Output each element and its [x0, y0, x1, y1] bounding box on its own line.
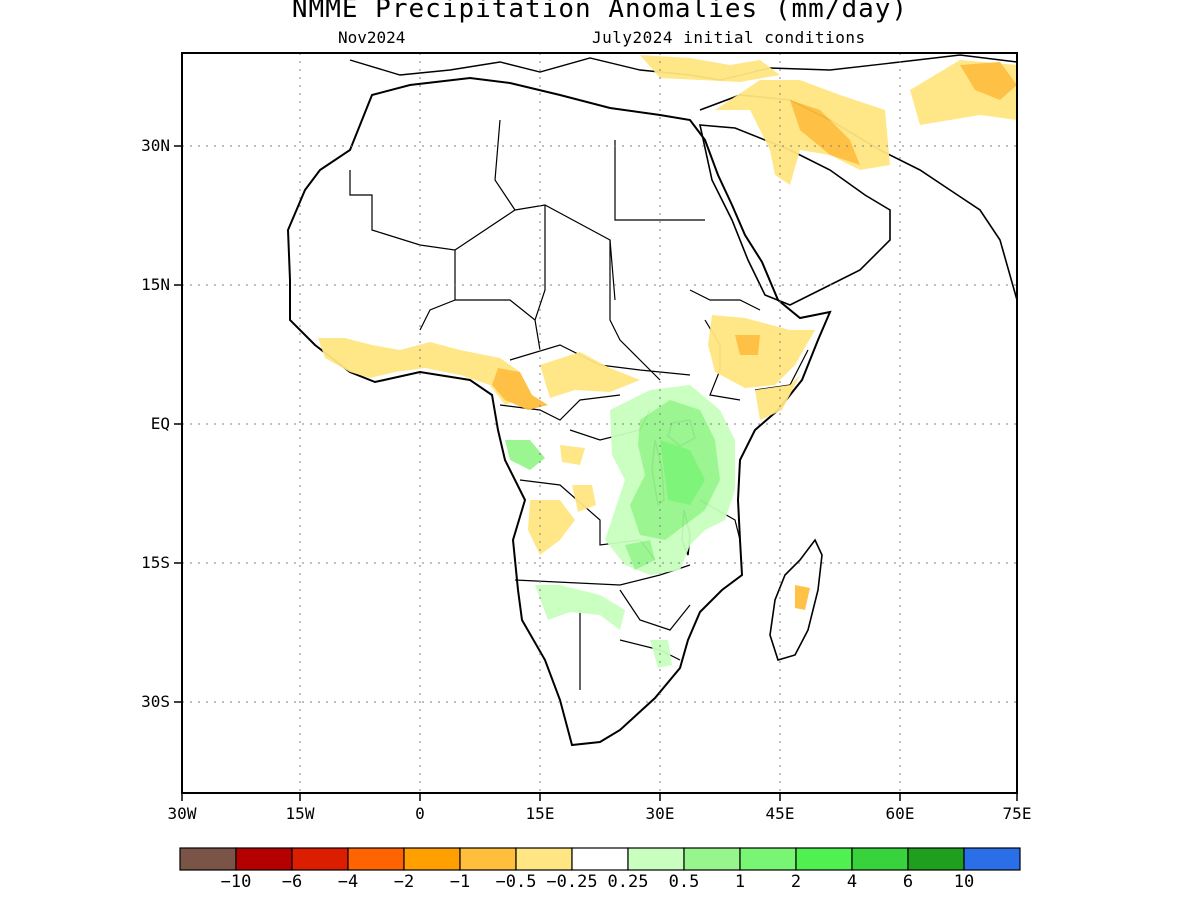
arabia-outline — [698, 124, 891, 306]
color-bar-swatch — [235, 847, 293, 871]
x-tick-label: 60E — [885, 804, 915, 823]
color-bar-label: −6 — [281, 872, 303, 892]
x-tick-label: 0 — [415, 804, 425, 823]
y-tick-label: 30S — [141, 692, 170, 711]
dry-anomaly-iran-core — [790, 100, 860, 165]
color-bar-label: −0.25 — [546, 872, 598, 892]
dry-anomaly-west-africa — [318, 338, 530, 405]
color-bar-label: 4 — [846, 872, 858, 892]
color-bar — [179, 847, 1021, 871]
color-bar-swatch — [459, 847, 517, 871]
initial-conditions: July2024 initial conditions — [592, 28, 866, 47]
color-bar-swatch — [403, 847, 461, 871]
dry-anomaly-congo-basin — [560, 445, 585, 465]
color-bar-label: 0.25 — [607, 872, 649, 892]
grid-lines — [182, 53, 1017, 793]
color-bar-swatch — [571, 847, 629, 871]
wet-anomaly-southern-africa — [535, 585, 625, 630]
x-tick-label: 45E — [765, 804, 795, 823]
dry-anomaly-angola — [528, 500, 575, 555]
dry-anomaly-asia-core — [960, 62, 1017, 100]
color-bar-swatch — [627, 847, 685, 871]
y-tick-label: 15N — [141, 275, 170, 294]
x-tick-label: 15W — [285, 804, 315, 823]
dry-anomaly-ethiopia — [708, 315, 815, 388]
color-bar-label: −2 — [393, 872, 415, 892]
dry-anomaly-angola-coast — [572, 485, 596, 512]
map-frame — [181, 52, 1018, 794]
dry-anomaly-nigeria-core — [492, 368, 548, 410]
dry-anomaly-middle-east — [715, 80, 890, 185]
color-bar-label: 1 — [734, 872, 746, 892]
color-bar-swatch — [851, 847, 909, 871]
color-bar-label: −1 — [449, 872, 471, 892]
color-bar-swatch — [739, 847, 797, 871]
madagascar-outline — [769, 538, 823, 661]
map-title: NMME Precipitation Anomalies (mm/day) — [291, 0, 909, 24]
color-bar-swatch — [291, 847, 349, 871]
y-tick-label: EQ — [150, 414, 170, 433]
color-bar-swatch — [795, 847, 853, 871]
dry-anomaly-madagascar — [795, 585, 810, 610]
x-tick-label: 15E — [525, 804, 555, 823]
dry-anomaly-ethiopia-core — [735, 335, 760, 355]
precip-anomaly-fills — [318, 55, 1017, 668]
color-bar-label: −0.5 — [495, 872, 537, 892]
color-bar-label: 10 — [953, 872, 975, 892]
x-tick-label: 30E — [645, 804, 675, 823]
color-bar-label: 2 — [790, 872, 802, 892]
color-bar-swatch — [907, 847, 965, 871]
color-bar-swatch — [347, 847, 405, 871]
color-bar-swatch — [179, 847, 237, 871]
dry-anomaly-central-africa — [540, 352, 640, 398]
wet-anomaly-lake-region — [660, 440, 705, 505]
y-tick-label: 30N — [141, 136, 170, 155]
color-bar-swatch — [515, 847, 573, 871]
color-bar-label: −4 — [337, 872, 359, 892]
dry-anomaly-somalia — [755, 375, 800, 420]
dry-anomaly-mediterranean — [640, 55, 780, 82]
axis-ticks — [174, 145, 1018, 801]
color-bar-swatch — [683, 847, 741, 871]
color-bar-label: −10 — [220, 872, 252, 892]
africa-coastline — [286, 76, 832, 747]
forecast-month: Nov2024 — [338, 28, 406, 47]
color-bar-label: 0.5 — [668, 872, 700, 892]
x-tick-label: 30W — [167, 804, 197, 823]
y-tick-label: 15S — [141, 553, 170, 572]
wet-anomaly-gabon — [505, 440, 545, 470]
map-area — [182, 53, 1017, 793]
color-bar-label: 6 — [902, 872, 914, 892]
x-tick-label: 75E — [1002, 804, 1032, 823]
color-bar-swatch — [963, 847, 1021, 871]
wet-anomaly-mozambique — [650, 640, 672, 668]
